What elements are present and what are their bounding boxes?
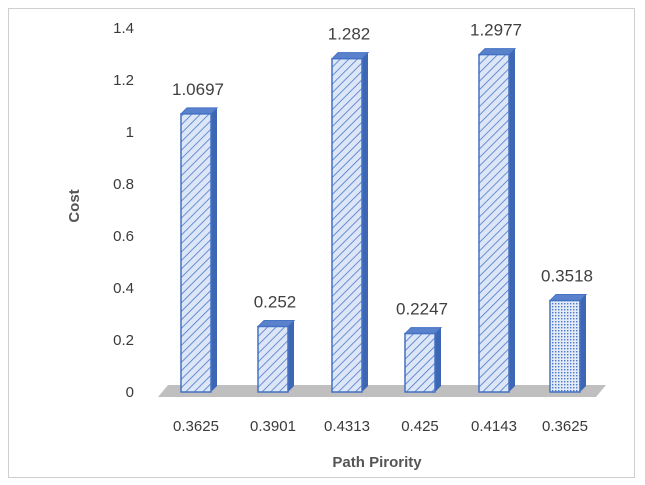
bar-3 [330,52,370,393]
bar-2 [256,319,296,393]
y-tick-label: 0.8 [113,176,134,193]
bar-side [362,52,368,393]
bar-side [211,107,217,393]
bar-front [331,57,363,393]
bar-front [549,299,581,393]
bar-top [403,327,443,335]
y-tick-label: 0.2 [113,332,134,349]
bar-front [257,325,289,393]
x-tick-label: 0.425 [401,418,439,435]
bar-4 [403,327,443,393]
data-label: 0.3518 [541,267,593,286]
y-tick-label: 1.2 [113,72,134,89]
bar-5 [477,48,517,393]
y-tick-label: 0 [126,384,134,401]
y-tick-label: 1 [126,124,134,141]
y-axis-ticks: 0 0.2 0.4 0.6 0.8 1 1.2 1.4 [113,20,134,401]
data-label: 1.282 [328,25,371,44]
x-tick-label: 0.3625 [173,418,219,435]
bar-top [477,48,517,56]
bar-side [435,327,441,392]
data-label: 0.2247 [396,300,448,319]
y-tick-label: 1.4 [113,20,134,37]
x-axis-ticks: 0.3625 0.3901 0.4313 0.425 0.4143 0.3625 [173,418,588,435]
bar-top [330,52,370,60]
x-tick-label: 0.4143 [471,418,517,435]
bar-1 [179,107,219,393]
data-labels: 1.0697 0.252 1.282 0.2247 1.2977 0.3518 [172,21,593,319]
y-tick-label: 0.6 [113,228,134,245]
x-tick-label: 0.3625 [542,418,588,435]
data-label: 0.252 [254,292,297,311]
y-axis-title: Cost [66,189,83,222]
x-axis-title: Path Pirority [332,454,422,471]
x-tick-label: 0.4313 [324,418,370,435]
bars [179,48,588,393]
bar-top [256,319,296,327]
y-tick-label: 0.4 [113,280,134,297]
bar-front [478,53,510,393]
bar-front [180,113,212,393]
data-label: 1.2977 [470,21,522,40]
bar-side [580,294,586,392]
bar-6 [548,294,588,393]
x-tick-label: 0.3901 [250,418,296,435]
bar-top [548,294,588,302]
bar-side [509,48,515,393]
axis-floor [158,385,606,397]
chart-frame [8,8,635,478]
bar-top [179,107,219,115]
data-label: 1.0697 [172,80,224,99]
bar-side [288,320,294,392]
bar-front [404,332,436,393]
